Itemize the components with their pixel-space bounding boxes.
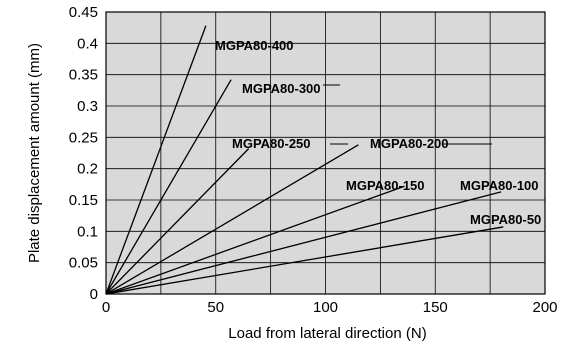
series-label-mgpa80-50: MGPA80-50 <box>470 212 541 227</box>
y-tick-label: 0.15 <box>69 192 98 209</box>
x-axis-ticks: 0 50 100 150 200 <box>102 299 558 316</box>
plot-border <box>105 11 546 295</box>
series-line-mgpa80-50 <box>105 226 504 295</box>
y-tick-label: 0.05 <box>69 255 98 272</box>
series-label-mgpa80-150: MGPA80-150 <box>346 178 425 193</box>
series-line-mgpa80-300 <box>105 79 232 295</box>
series-lines <box>105 25 504 295</box>
y-axis-label: Plate displacement amount (mm) <box>26 43 43 263</box>
series-label-mgpa80-400: MGPA80-400 <box>215 38 294 53</box>
y-axis-ticks: 0 0.05 0.1 0.15 0.2 0.25 0.3 0.35 0.4 0.45 <box>69 4 98 303</box>
series-line-mgpa80-150 <box>105 185 405 295</box>
x-tick-label: 50 <box>207 299 224 316</box>
y-tick-label: 0.2 <box>77 161 98 178</box>
y-tick-label: 0 <box>90 286 98 303</box>
series-label-mgpa80-300: MGPA80-300 <box>242 81 321 96</box>
series-line-mgpa80-250 <box>105 148 250 295</box>
series-line-mgpa80-100 <box>105 191 502 295</box>
y-tick-label: 0.25 <box>69 129 98 146</box>
series-line-mgpa80-200 <box>105 144 359 295</box>
y-tick-label: 0.45 <box>69 4 98 21</box>
series-leaders <box>323 84 492 145</box>
series-label-mgpa80-100: MGPA80-100 <box>460 178 539 193</box>
y-tick-label: 0.4 <box>77 35 98 52</box>
x-tick-label: 150 <box>423 299 448 316</box>
x-tick-label: 0 <box>102 299 110 316</box>
series-label-mgpa80-200: MGPA80-200 <box>370 136 449 151</box>
x-tick-label: 200 <box>532 299 557 316</box>
y-tick-label: 0.1 <box>77 223 98 240</box>
series-line-mgpa80-400 <box>105 25 207 295</box>
y-tick-label: 0.3 <box>77 98 98 115</box>
series-label-mgpa80-250: MGPA80-250 <box>232 136 311 151</box>
x-axis-label: Load from lateral direction (N) <box>228 325 426 342</box>
y-tick-label: 0.35 <box>69 67 98 84</box>
x-tick-label: 100 <box>313 299 338 316</box>
series-labels: MGPA80-400 MGPA80-300 MGPA80-250 MGPA80-200… <box>215 38 541 227</box>
